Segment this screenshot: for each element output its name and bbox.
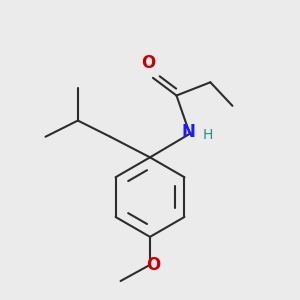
Text: H: H <box>203 128 213 142</box>
Text: N: N <box>181 123 195 141</box>
Text: O: O <box>146 256 161 274</box>
Text: O: O <box>141 54 156 72</box>
